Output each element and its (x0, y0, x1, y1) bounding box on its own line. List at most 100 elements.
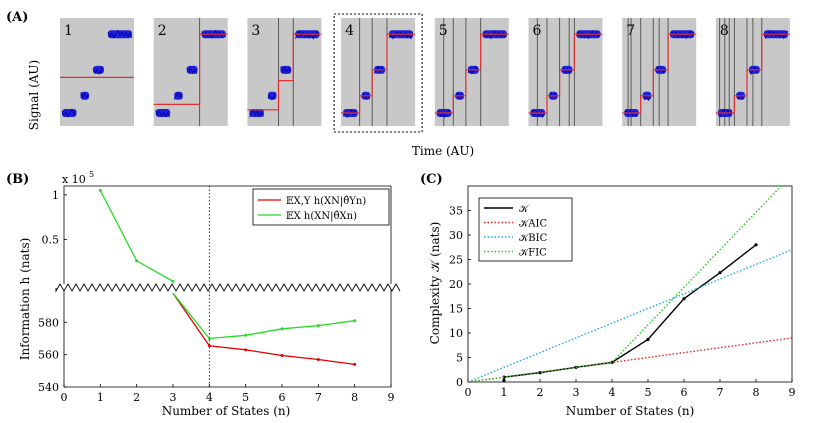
data-point-upper-green (171, 279, 175, 283)
thumbnail-number: 8 (720, 23, 729, 39)
panel-b-exponent-power: 5 (89, 170, 94, 179)
lower-y-tick-label: 580 (38, 316, 59, 329)
thumbnail-2: 2 (153, 18, 228, 126)
series-line-bic (468, 249, 792, 382)
y-tick-label: 20 (449, 278, 463, 291)
thumbnail-5: 5 (434, 18, 509, 126)
legend-label: 𝒦AIC (519, 219, 547, 230)
data-trace (748, 66, 760, 76)
lower-y-tick-label: 560 (38, 349, 59, 362)
thumbnail-number: 2 (158, 23, 167, 39)
fit-line (341, 33, 416, 114)
x-tick-label: 6 (279, 391, 286, 404)
legend-label: 𝔼X,Y h(XN|θ̂Yn) (286, 196, 366, 207)
data-trace (736, 93, 745, 101)
series-line-red (172, 292, 355, 366)
thumbnail-8: 8 (715, 18, 790, 126)
data-trace (482, 30, 508, 40)
x-tick-label: 8 (351, 391, 358, 404)
data-point-complexity (538, 371, 542, 375)
data-point-complexity (718, 271, 722, 275)
panel-a: 1 2 3 4 5 6 7 8 (60, 13, 790, 133)
x-tick-label: 4 (206, 391, 213, 404)
thumbnail-6: 6 (528, 18, 603, 126)
y-tick-label: 10 (449, 327, 463, 340)
data-point-upper-green (135, 259, 139, 263)
data-cluster (174, 91, 183, 100)
data-trace (717, 108, 733, 118)
data-point-upper-green (98, 188, 102, 192)
y-tick-label: 35 (449, 205, 463, 218)
fit-line (153, 33, 228, 105)
thumbnail-number: 4 (345, 23, 354, 39)
panel-b: 0 1 2 3 4 5 6 7 8 9 0.5 1 540 560 580 𝔼X,Y h(XN|θ̂Yn) 𝔼X… (38, 185, 401, 404)
x-tick-label: 7 (717, 386, 724, 399)
legend-label: 𝒦FIC (519, 248, 547, 259)
x-tick-label: 6 (681, 386, 688, 399)
legend-box (252, 188, 390, 226)
panel-a-label: (A) (6, 10, 28, 25)
x-tick-label: 0 (61, 391, 68, 404)
thumbnail-3: 3 (247, 18, 322, 126)
data-point-complexity (682, 297, 686, 301)
y-tick-label: 30 (449, 229, 463, 242)
fit-line (247, 33, 322, 111)
thumbnail-7: 7 (622, 18, 697, 126)
upper-y-tick-label: 1 (52, 189, 59, 202)
y-tick-label: 15 (449, 303, 463, 316)
panel-b-xlabel: Number of States (n) (162, 404, 291, 418)
fit-line (434, 33, 509, 114)
x-tick-label: 9 (789, 386, 796, 399)
data-point-red (316, 358, 320, 362)
data-trace (576, 30, 601, 40)
x-tick-label: 8 (753, 386, 760, 399)
data-point-red (353, 362, 357, 366)
data-trace (107, 29, 133, 39)
data-trace (173, 91, 183, 100)
data-trace (61, 108, 77, 118)
y-tick-label: 0 (456, 376, 463, 389)
series-line-upper-green (99, 190, 174, 282)
data-trace (373, 65, 385, 74)
upper-y-tick-label: 0.5 (42, 233, 60, 246)
data-trace (155, 110, 171, 118)
fit-line (622, 33, 697, 114)
series-line-fic (468, 186, 782, 382)
panel-b-label: (B) (6, 172, 29, 187)
panel-a-xlabel: Time (AU) (412, 144, 474, 158)
data-point-green (244, 333, 248, 337)
thumbnail-1: 1 (60, 18, 134, 126)
thumbnail-number: 3 (251, 23, 260, 39)
data-point-red (280, 353, 284, 357)
data-point-green (316, 324, 320, 328)
thumbnail-number: 6 (533, 23, 542, 39)
data-point-complexity (754, 243, 758, 247)
data-trace (249, 109, 264, 118)
series-line-complexity (503, 244, 757, 381)
data-point-red (207, 344, 211, 348)
data-trace (294, 30, 320, 40)
x-tick-label: 3 (170, 391, 177, 404)
data-point-complexity (502, 378, 506, 382)
x-tick-label: 4 (609, 386, 616, 399)
x-tick-label: 5 (645, 386, 652, 399)
y-tick-label: 25 (449, 254, 463, 267)
x-tick-label: 9 (388, 391, 395, 404)
x-tick-label: 7 (315, 391, 322, 404)
thumbnail-4: 4 (333, 13, 423, 133)
data-trace (280, 66, 291, 74)
thumbnail-number: 5 (439, 23, 448, 39)
upper-frame (63, 185, 392, 284)
highlight-box (333, 13, 423, 133)
x-tick-label: 2 (133, 391, 140, 404)
data-trace (267, 92, 277, 101)
panel-a-ylabel: Signal (AU) (27, 60, 41, 130)
plot-area (468, 186, 792, 382)
data-point-red (244, 348, 248, 352)
data-trace (80, 92, 89, 99)
data-trace (92, 66, 104, 75)
data-point-green (280, 327, 284, 331)
data-cluster (267, 91, 277, 100)
legend-label: 𝔼X h(XN|θ̂Xn) (286, 211, 357, 222)
